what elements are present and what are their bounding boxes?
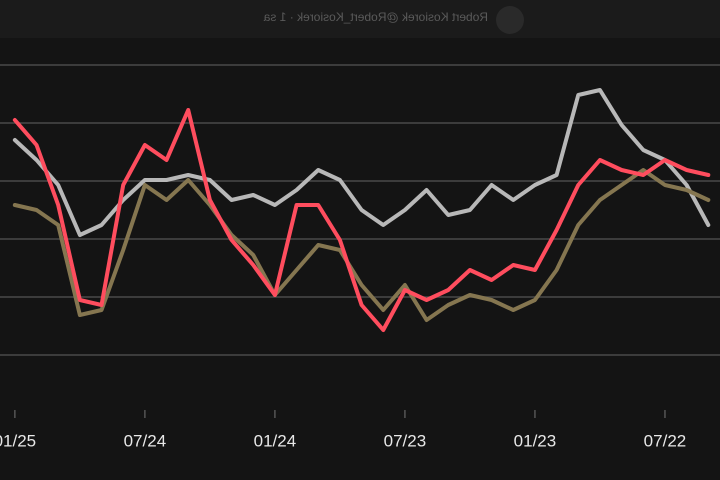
header-author: Robert Kosiorek @Robert_Kosiorek · 1 sa	[263, 10, 488, 24]
x-tick-label: 07/24	[124, 431, 167, 450]
series-line	[12, 168, 711, 322]
x-tick-label: 07/22	[644, 431, 687, 450]
x-tick-label: 01/25	[0, 431, 36, 450]
header-bar	[0, 0, 720, 38]
series-line	[12, 108, 711, 332]
x-tick-label: 01/24	[254, 431, 297, 450]
series-line	[12, 88, 711, 237]
avatar	[496, 6, 524, 34]
x-tick-label: 01/23	[514, 431, 557, 450]
x-tick-label: 07/23	[384, 431, 427, 450]
